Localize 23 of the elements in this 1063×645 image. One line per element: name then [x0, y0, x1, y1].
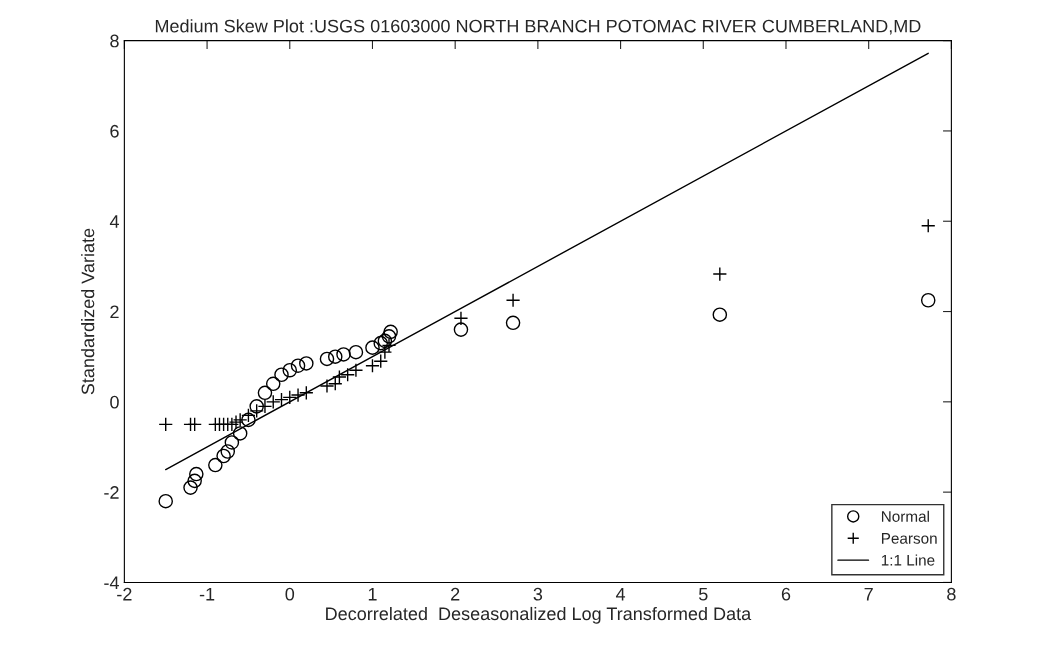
x-tick-label: 5 — [698, 587, 708, 601]
y-tick-label: 2 — [110, 305, 119, 319]
x-axis-title: Decorrelated Deseasonalized Log Transformed Data — [326, 606, 752, 624]
y-tick-label: 0 — [110, 395, 119, 409]
x-tick-label: 3 — [533, 587, 543, 601]
chart-title: Medium Skew Plot :USGS 01603000 NORTH BRANCH POTOMAC RIVER CUMBERLAND,MD — [155, 19, 921, 35]
y-tick-label: -2 — [104, 486, 119, 499]
y-tick-label: 4 — [109, 215, 119, 228]
legend-label: Pearson — [881, 533, 937, 544]
x-tick-label: 7 — [864, 587, 873, 601]
y-tick-label: 6 — [110, 124, 119, 138]
legend-label: Normal — [881, 510, 929, 522]
x-tick-label: 2 — [451, 587, 460, 601]
y-tick-label: 8 — [110, 34, 119, 48]
x-tick-label: 0 — [285, 587, 295, 601]
x-tick-label: 8 — [947, 587, 956, 601]
y-tick-label: -4 — [104, 576, 119, 589]
x-tick-label: -1 — [199, 587, 215, 601]
x-tick-label: 4 — [615, 587, 626, 601]
x-tick-label: 6 — [781, 587, 791, 601]
y-axis-title: Standardized Variate — [81, 228, 95, 395]
legend-label: 1:1 Line — [881, 554, 935, 566]
x-tick-label: 1 — [368, 587, 377, 601]
